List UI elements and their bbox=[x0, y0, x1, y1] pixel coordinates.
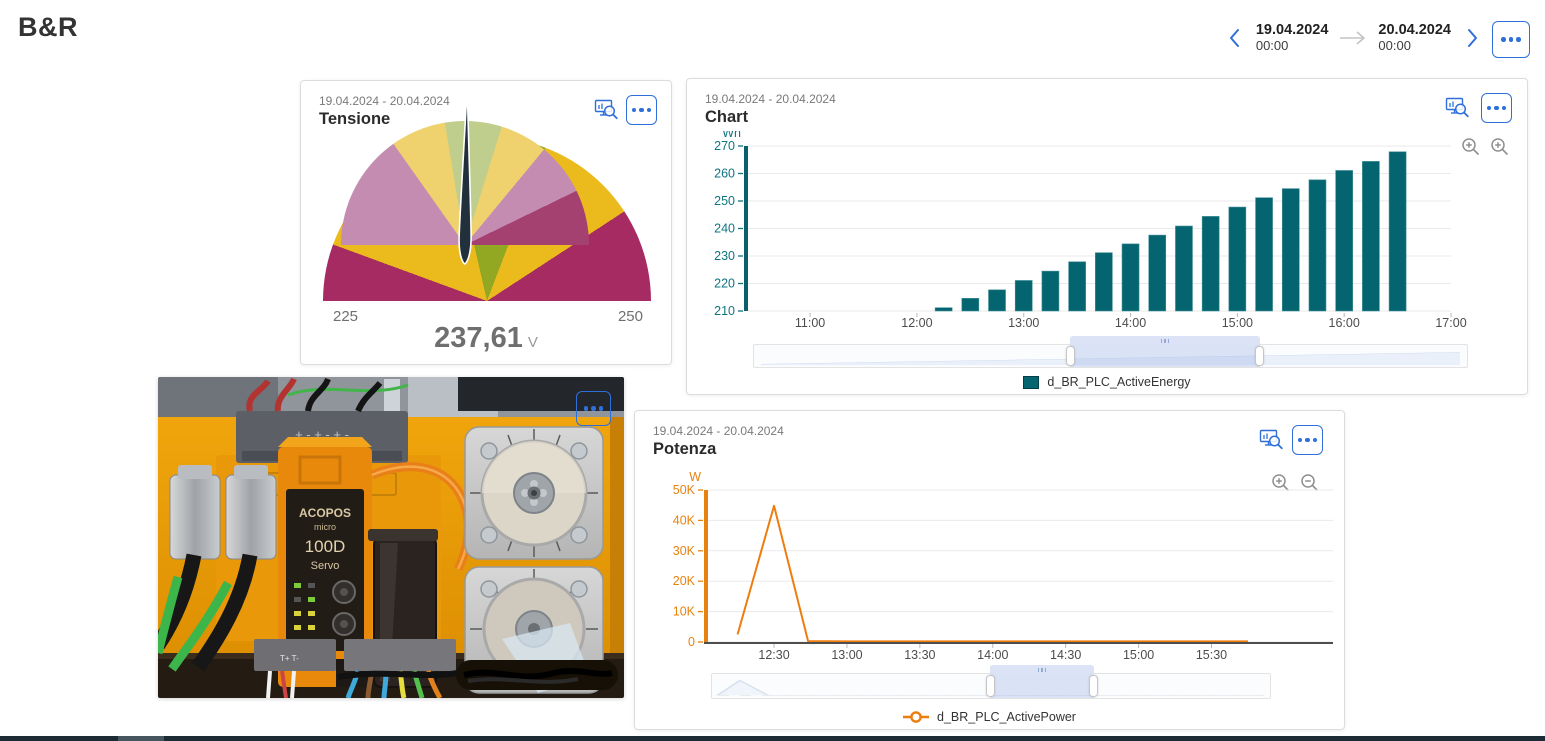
card-date-range: 19.04.2024 - 20.04.2024 bbox=[319, 94, 450, 108]
svg-text:20K: 20K bbox=[673, 574, 696, 588]
svg-text:15:00: 15:00 bbox=[1123, 648, 1154, 662]
svg-text:50K: 50K bbox=[673, 483, 696, 497]
svg-text:16:00: 16:00 bbox=[1329, 316, 1360, 330]
card-more-options-button[interactable] bbox=[626, 95, 657, 125]
svg-text:10K: 10K bbox=[673, 605, 696, 619]
svg-text:220: 220 bbox=[714, 277, 735, 291]
card-more-options-button[interactable] bbox=[1292, 425, 1323, 455]
tensione-gauge-card: 19.04.2024 - 20.04.2024 Tensione 225 250… bbox=[300, 80, 672, 365]
slider-left-handle[interactable] bbox=[1066, 346, 1075, 366]
slider-selection[interactable] bbox=[1070, 345, 1260, 367]
range-start[interactable]: 19.04.2024 00:00 bbox=[1256, 22, 1329, 53]
gauge-max-label: 250 bbox=[617, 308, 643, 325]
svg-text:270: 270 bbox=[714, 139, 735, 153]
card-title: Potenza bbox=[653, 440, 717, 458]
svg-text:12:30: 12:30 bbox=[758, 648, 789, 662]
power-range-slider[interactable] bbox=[711, 665, 1271, 699]
svg-text:14:00: 14:00 bbox=[977, 648, 1008, 662]
slider-overview-area bbox=[760, 352, 1461, 366]
card-title: Tensione bbox=[319, 110, 391, 128]
chevron-left-icon bbox=[1230, 28, 1240, 47]
slider-right-handle[interactable] bbox=[1089, 675, 1098, 697]
active-energy-chart-card: 19.04.2024 - 20.04.2024 Chart 210 220 230 2… bbox=[686, 78, 1528, 395]
svg-text:15:00: 15:00 bbox=[1222, 316, 1253, 330]
legend-label: d_BR_PLC_ActiveEnergy bbox=[1047, 375, 1191, 389]
range-start-date: 19.04.2024 bbox=[1255, 22, 1329, 38]
svg-text:260: 260 bbox=[714, 167, 735, 181]
slider-drag-tab[interactable] bbox=[990, 665, 1094, 674]
energy-range-slider[interactable] bbox=[753, 336, 1468, 368]
next-range-button[interactable] bbox=[1461, 23, 1483, 53]
prev-range-button[interactable] bbox=[1224, 23, 1246, 53]
legend-label: d_BR_PLC_ActivePower bbox=[937, 710, 1076, 724]
date-range-navigator: 19.04.2024 00:00 20.04.2024 00:00 bbox=[1224, 22, 1483, 53]
gauge-needle bbox=[458, 84, 472, 265]
svg-text:250: 250 bbox=[714, 194, 735, 208]
photo-more-options-button[interactable] bbox=[576, 391, 611, 426]
header-more-options-button[interactable] bbox=[1492, 21, 1530, 58]
card-date-range: 19.04.2024 - 20.04.2024 bbox=[653, 424, 784, 438]
range-end-time: 00:00 bbox=[1378, 38, 1411, 53]
range-end[interactable]: 20.04.2024 00:00 bbox=[1378, 22, 1451, 53]
slider-left-handle[interactable] bbox=[986, 675, 995, 697]
svg-text:40K: 40K bbox=[673, 513, 696, 527]
svg-text:100D: 100D bbox=[305, 537, 346, 556]
zoom-out-icon[interactable] bbox=[1461, 137, 1481, 157]
taskbar-edge bbox=[0, 736, 1545, 741]
device-photo-card: + - + - + - ACOPOS micro 100D Servo bbox=[158, 377, 624, 698]
device-photo: + - + - + - ACOPOS micro 100D Servo bbox=[158, 377, 624, 698]
dial-top bbox=[464, 426, 604, 560]
slider-selection[interactable] bbox=[990, 674, 1094, 698]
svg-text:230: 230 bbox=[714, 249, 735, 263]
active-power-chart-card: 19.04.2024 - 20.04.2024 Potenza 0 10K 20K 3… bbox=[634, 410, 1345, 730]
svg-text:T+ T-: T+ T- bbox=[280, 654, 299, 663]
card-more-options-button[interactable] bbox=[1481, 93, 1512, 123]
svg-text:Wh: Wh bbox=[722, 131, 741, 140]
range-end-date: 20.04.2024 bbox=[1378, 22, 1451, 38]
chart-explorer-icon[interactable] bbox=[594, 98, 619, 121]
svg-text:14:30: 14:30 bbox=[1050, 648, 1081, 662]
svg-text:15:30: 15:30 bbox=[1196, 648, 1227, 662]
slider-right-handle[interactable] bbox=[1255, 346, 1264, 366]
chevron-right-icon bbox=[1467, 28, 1477, 47]
svg-text:W: W bbox=[689, 470, 701, 484]
legend-line-marker bbox=[903, 711, 930, 723]
gauge-unit: V bbox=[527, 334, 538, 351]
card-date-range: 19.04.2024 - 20.04.2024 bbox=[705, 92, 836, 106]
gauge-value: 237,61 bbox=[434, 322, 523, 354]
svg-text:13:00: 13:00 bbox=[1008, 316, 1039, 330]
ellipsis-icon bbox=[1297, 437, 1303, 443]
svg-text:12:00: 12:00 bbox=[901, 316, 932, 330]
svg-text:17:00: 17:00 bbox=[1435, 316, 1466, 330]
slider-drag-tab[interactable] bbox=[1070, 336, 1260, 345]
range-start-time: 00:00 bbox=[1255, 38, 1289, 53]
chart-explorer-icon[interactable] bbox=[1259, 428, 1284, 451]
svg-text:ACOPOS: ACOPOS bbox=[299, 506, 351, 520]
chart-legend[interactable]: d_BR_PLC_ActivePower bbox=[635, 710, 1344, 724]
range-arrow-icon bbox=[1340, 30, 1366, 45]
zoom-in-icon[interactable] bbox=[1490, 137, 1510, 157]
svg-text:micro: micro bbox=[314, 522, 336, 532]
chart-explorer-icon[interactable] bbox=[1445, 96, 1470, 119]
svg-text:13:30: 13:30 bbox=[904, 648, 935, 662]
ellipsis-icon bbox=[1501, 37, 1506, 42]
svg-text:13:00: 13:00 bbox=[831, 648, 862, 662]
svg-text:0: 0 bbox=[688, 635, 695, 649]
card-title: Chart bbox=[705, 108, 749, 126]
svg-text:11:00: 11:00 bbox=[795, 316, 825, 330]
svg-text:Servo: Servo bbox=[311, 560, 340, 572]
svg-text:14:00: 14:00 bbox=[1115, 316, 1146, 330]
app-logo: B&R bbox=[18, 12, 78, 42]
ellipsis-icon bbox=[583, 406, 589, 411]
ellipsis-icon bbox=[631, 107, 637, 113]
gauge-min-label: 225 bbox=[333, 308, 359, 325]
legend-swatch bbox=[1023, 375, 1040, 389]
ellipsis-icon bbox=[1486, 105, 1492, 111]
chart-legend[interactable]: d_BR_PLC_ActiveEnergy bbox=[687, 375, 1527, 389]
svg-text:210: 210 bbox=[714, 304, 735, 318]
svg-text:30K: 30K bbox=[673, 544, 696, 558]
svg-text:240: 240 bbox=[714, 222, 735, 236]
